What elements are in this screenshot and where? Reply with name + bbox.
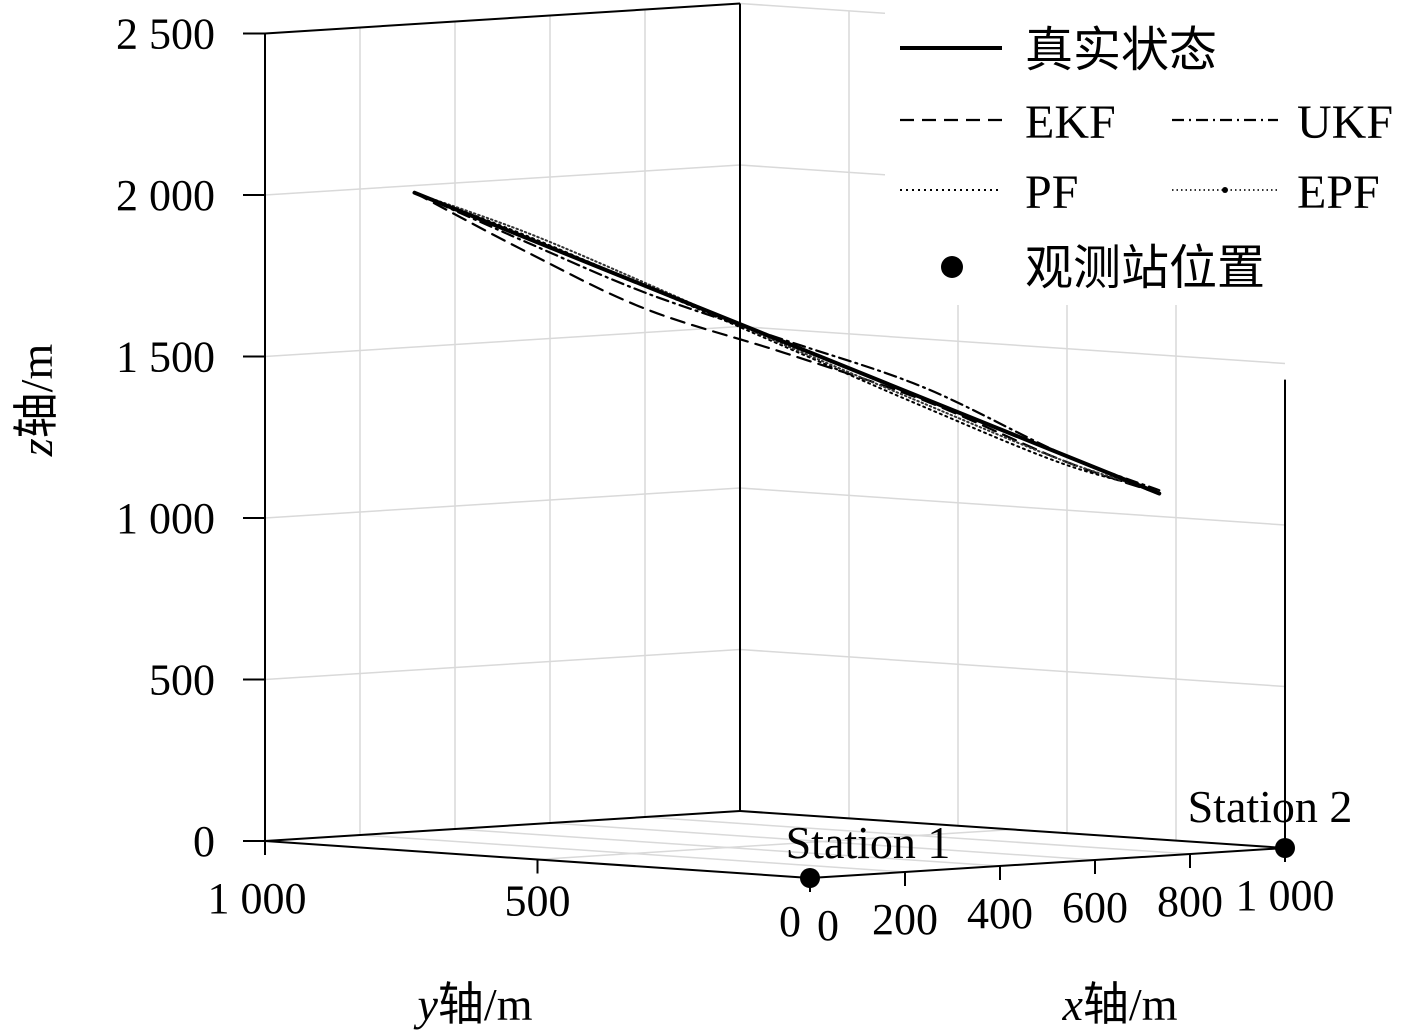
station-label: Station 1: [786, 817, 951, 868]
z-gridline: [264, 648, 1286, 688]
legend-label-ukf: UKF: [1297, 96, 1393, 149]
z-tick-label: 2 000: [116, 171, 215, 220]
x-tick-label: 400: [967, 889, 1033, 938]
box-edge-floor-right: [739, 810, 1286, 849]
station-label: Station 2: [1188, 781, 1353, 832]
x-tick-label: 200: [872, 895, 938, 944]
z-axis-title-rest: 轴/m: [11, 344, 62, 439]
legend-label-ekf: EKF: [1025, 96, 1116, 149]
legend-swatch-epf-marker: [1222, 187, 1228, 193]
z-axis-title-italic: z: [11, 438, 62, 457]
series-line-真实状态: [412, 190, 1162, 496]
box-edge-floor-back: [264, 810, 741, 842]
z-tick-label: 2 500: [116, 10, 215, 59]
legend-background: [885, 0, 1417, 305]
z-gridline: [264, 810, 1286, 849]
x-tick-label: 1 000: [1236, 871, 1335, 920]
legend-label-true: 真实状态: [1025, 24, 1217, 77]
legend-swatch-station: [941, 256, 963, 278]
x-axis-line: [809, 847, 1286, 879]
x-axis-title-rest: 轴/m: [1083, 979, 1178, 1030]
legend-label-pf: PF: [1025, 166, 1078, 219]
x-axis-title-italic: x: [1062, 979, 1084, 1030]
series-line-epf: [413, 191, 1161, 493]
station-marker: [1275, 838, 1295, 858]
z-tick-label: 500: [149, 656, 215, 705]
legend: 真实状态 EKF UKF PF EPF 观测站位置: [885, 0, 1417, 305]
x-tick-label: 800: [1157, 877, 1223, 926]
y-tick-label: 500: [505, 877, 571, 926]
series-line-pf: [413, 191, 1161, 492]
legend-label-epf: EPF: [1297, 166, 1380, 219]
z-gridline: [264, 487, 1286, 526]
x-tick-label: 0: [817, 901, 839, 950]
box-edge-top-back: [264, 2, 741, 35]
legend-label-station: 观测站位置: [1025, 242, 1265, 295]
y-tick-label: 0: [779, 897, 801, 946]
z-axis-title: z轴/m: [11, 344, 62, 458]
y-tick-label: 1 000: [208, 874, 307, 923]
y-axis-title-italic: y: [414, 979, 439, 1030]
series-line-ekf: [413, 191, 1161, 495]
z-tick-label: 1 500: [116, 333, 215, 382]
x-tick-label: 600: [1062, 883, 1128, 932]
z-gridline: [264, 325, 1286, 365]
x-axis-title: x轴/m: [1062, 979, 1178, 1030]
y-axis-title: y轴/m: [414, 979, 533, 1030]
y-axis-title-rest: 轴/m: [438, 979, 533, 1030]
z-tick-label: 0: [193, 817, 215, 866]
z-tick-label: 1 000: [116, 494, 215, 543]
station-marker: [800, 868, 820, 888]
floor-gridline-y: [537, 828, 1013, 861]
